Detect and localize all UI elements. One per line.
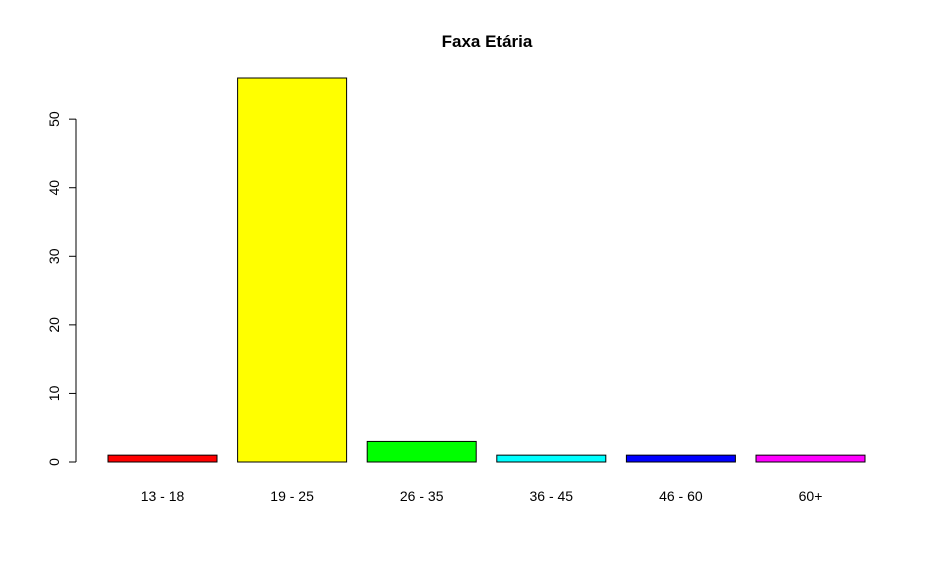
- chart-title: Faxa Etária: [442, 32, 533, 51]
- y-tick-label: 20: [46, 317, 62, 333]
- category-label: 60+: [799, 488, 823, 504]
- y-tick-label: 30: [46, 248, 62, 264]
- bar-6: [755, 454, 866, 463]
- y-tick-label: 40: [46, 180, 62, 196]
- bar-1: [107, 454, 218, 463]
- y-axis: 0 10 20 30 40 50: [46, 111, 77, 466]
- category-label: 26 - 35: [400, 488, 444, 504]
- bar-3: [366, 440, 477, 463]
- category-labels: 13 - 18 19 - 25 26 - 35 36 - 45 46 - 60 60+: [141, 488, 823, 504]
- category-label: 46 - 60: [659, 488, 703, 504]
- bars-group: [107, 77, 866, 463]
- y-tick-label: 0: [46, 458, 62, 466]
- category-label: 13 - 18: [141, 488, 185, 504]
- y-tick-label: 10: [46, 385, 62, 401]
- bar-5: [625, 454, 736, 463]
- category-label: 36 - 45: [530, 488, 574, 504]
- bar-2: [237, 77, 348, 463]
- y-tick-label: 50: [46, 111, 62, 127]
- category-label: 19 - 25: [270, 488, 314, 504]
- bar-4: [496, 454, 607, 463]
